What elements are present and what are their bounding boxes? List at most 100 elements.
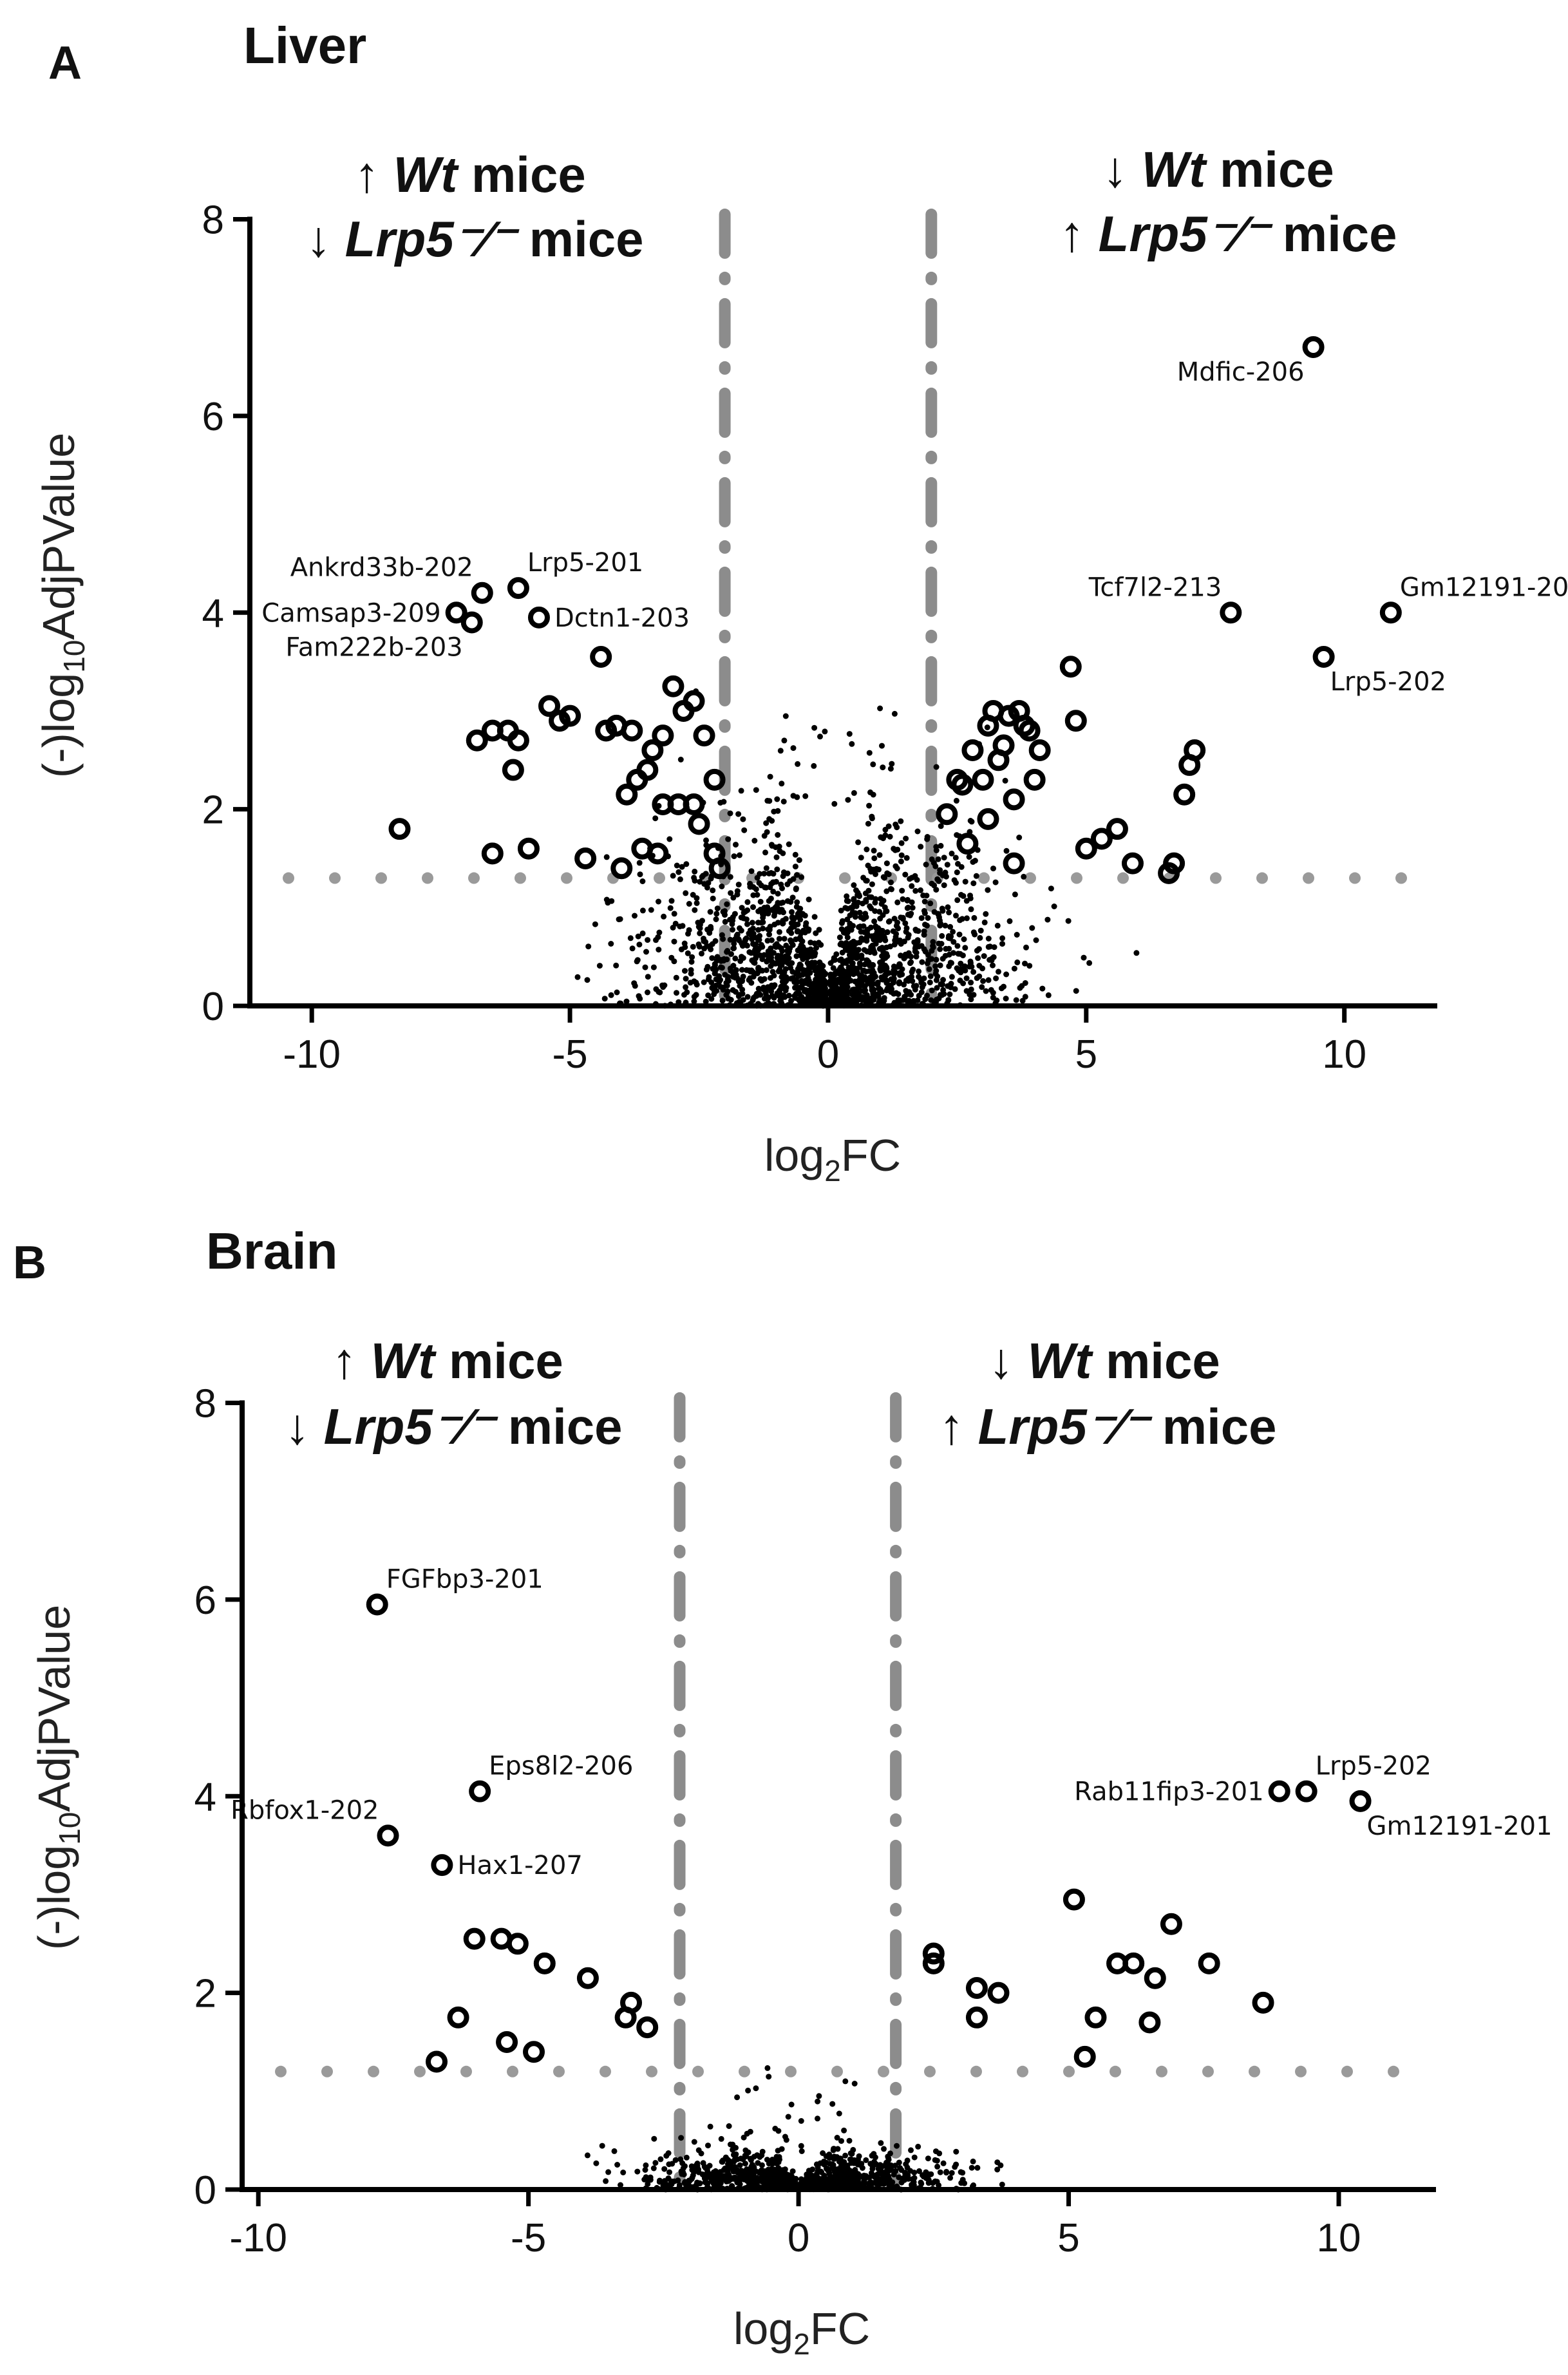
background-point xyxy=(925,2155,931,2162)
significant-point xyxy=(621,719,643,742)
background-point xyxy=(790,916,797,923)
background-point xyxy=(764,904,771,911)
background-point xyxy=(1048,885,1054,892)
background-point xyxy=(645,989,650,996)
background-point xyxy=(786,928,792,934)
background-point xyxy=(873,871,878,877)
gene-label: FGFbp3-201 xyxy=(386,1565,543,1594)
significant-point xyxy=(1121,852,1144,875)
background-point xyxy=(949,974,955,980)
background-point xyxy=(1023,944,1029,951)
significant-point xyxy=(616,783,638,806)
background-point xyxy=(608,941,614,947)
background-point xyxy=(877,705,883,712)
significant-point xyxy=(614,2006,637,2029)
background-point xyxy=(1017,985,1023,991)
panel-b-left-line2: ↓ Lrp5⁻⁄⁻ mice xyxy=(285,1398,623,1455)
significant-point xyxy=(1106,818,1128,840)
background-point xyxy=(764,2065,771,2071)
background-point xyxy=(768,945,774,952)
panel-a-right-line2: ↑ Lrp5⁻⁄⁻ mice xyxy=(1059,205,1397,262)
background-point xyxy=(682,968,688,974)
background-point xyxy=(771,972,777,979)
background-point xyxy=(725,974,732,980)
background-point xyxy=(799,938,806,945)
background-point xyxy=(780,959,786,965)
background-point xyxy=(678,946,685,952)
x-tick-label: 0 xyxy=(817,1032,839,1077)
background-point xyxy=(1044,916,1051,923)
background-point xyxy=(730,2146,736,2153)
background-point xyxy=(909,883,915,889)
background-point xyxy=(832,957,838,963)
background-point xyxy=(976,973,983,979)
background-point xyxy=(811,914,818,920)
background-point xyxy=(734,888,741,894)
background-point xyxy=(885,2166,892,2173)
background-point xyxy=(847,966,854,972)
background-point xyxy=(870,791,876,798)
gene-label: Lrp5-202 xyxy=(1330,667,1446,697)
background-point xyxy=(866,750,873,756)
background-point xyxy=(985,977,992,983)
background-point xyxy=(788,899,794,905)
background-point xyxy=(816,2093,822,2099)
significant-point xyxy=(956,833,979,855)
background-point xyxy=(719,2159,725,2165)
background-point xyxy=(862,890,869,896)
background-point xyxy=(968,2164,975,2171)
significant-point xyxy=(641,739,664,762)
significant-point xyxy=(538,695,561,717)
background-point xyxy=(779,781,785,787)
background-point xyxy=(921,975,927,981)
background-point xyxy=(910,967,916,972)
background-point xyxy=(585,943,592,950)
background-point xyxy=(769,842,775,849)
background-point xyxy=(952,855,959,861)
background-point xyxy=(809,2166,816,2173)
background-point xyxy=(683,2154,690,2161)
background-point xyxy=(864,846,870,853)
background-point xyxy=(844,916,851,923)
background-point xyxy=(764,829,770,835)
background-point xyxy=(909,905,916,911)
background-point xyxy=(858,855,864,861)
panel-b-y-axis-title: (-)log10AdjPValue xyxy=(29,1605,86,1950)
background-point xyxy=(940,977,946,983)
background-point xyxy=(796,963,802,970)
panel-a-liver: A Liver ↑ Wt mice ↓ Lrp5⁻⁄⁻ mice ↓ Wt mi… xyxy=(33,17,1568,1188)
background-point xyxy=(668,2178,675,2184)
background-point xyxy=(745,2087,751,2094)
gene-label: Lrp5-201 xyxy=(527,548,643,578)
background-point xyxy=(733,2151,739,2157)
background-point xyxy=(894,866,900,871)
background-point xyxy=(925,915,931,921)
background-point xyxy=(930,943,936,949)
panel-b-left-line1: ↑ Wt mice xyxy=(332,1332,563,1389)
background-point xyxy=(887,2180,893,2186)
background-point xyxy=(912,873,918,879)
gene-label: Dctn1-203 xyxy=(554,603,690,633)
significant-point xyxy=(1144,1967,1166,1989)
panel-b-title: Brain xyxy=(206,1222,338,1280)
background-point xyxy=(666,2169,672,2175)
background-point xyxy=(918,844,924,850)
background-point xyxy=(975,955,981,961)
background-point xyxy=(750,904,756,911)
significant-point xyxy=(523,2041,545,2063)
background-point xyxy=(718,2135,724,2142)
background-point xyxy=(750,941,756,947)
background-point xyxy=(780,2168,786,2174)
significant-point xyxy=(1018,719,1041,742)
background-point xyxy=(968,818,975,825)
background-point xyxy=(882,962,889,969)
significant-point xyxy=(703,768,726,791)
background-point xyxy=(905,911,911,918)
background-point xyxy=(703,837,709,844)
background-point xyxy=(809,988,816,994)
background-point xyxy=(977,934,983,941)
background-point xyxy=(891,941,898,948)
background-point xyxy=(693,2162,699,2168)
background-point xyxy=(981,919,988,925)
background-point xyxy=(613,962,619,969)
